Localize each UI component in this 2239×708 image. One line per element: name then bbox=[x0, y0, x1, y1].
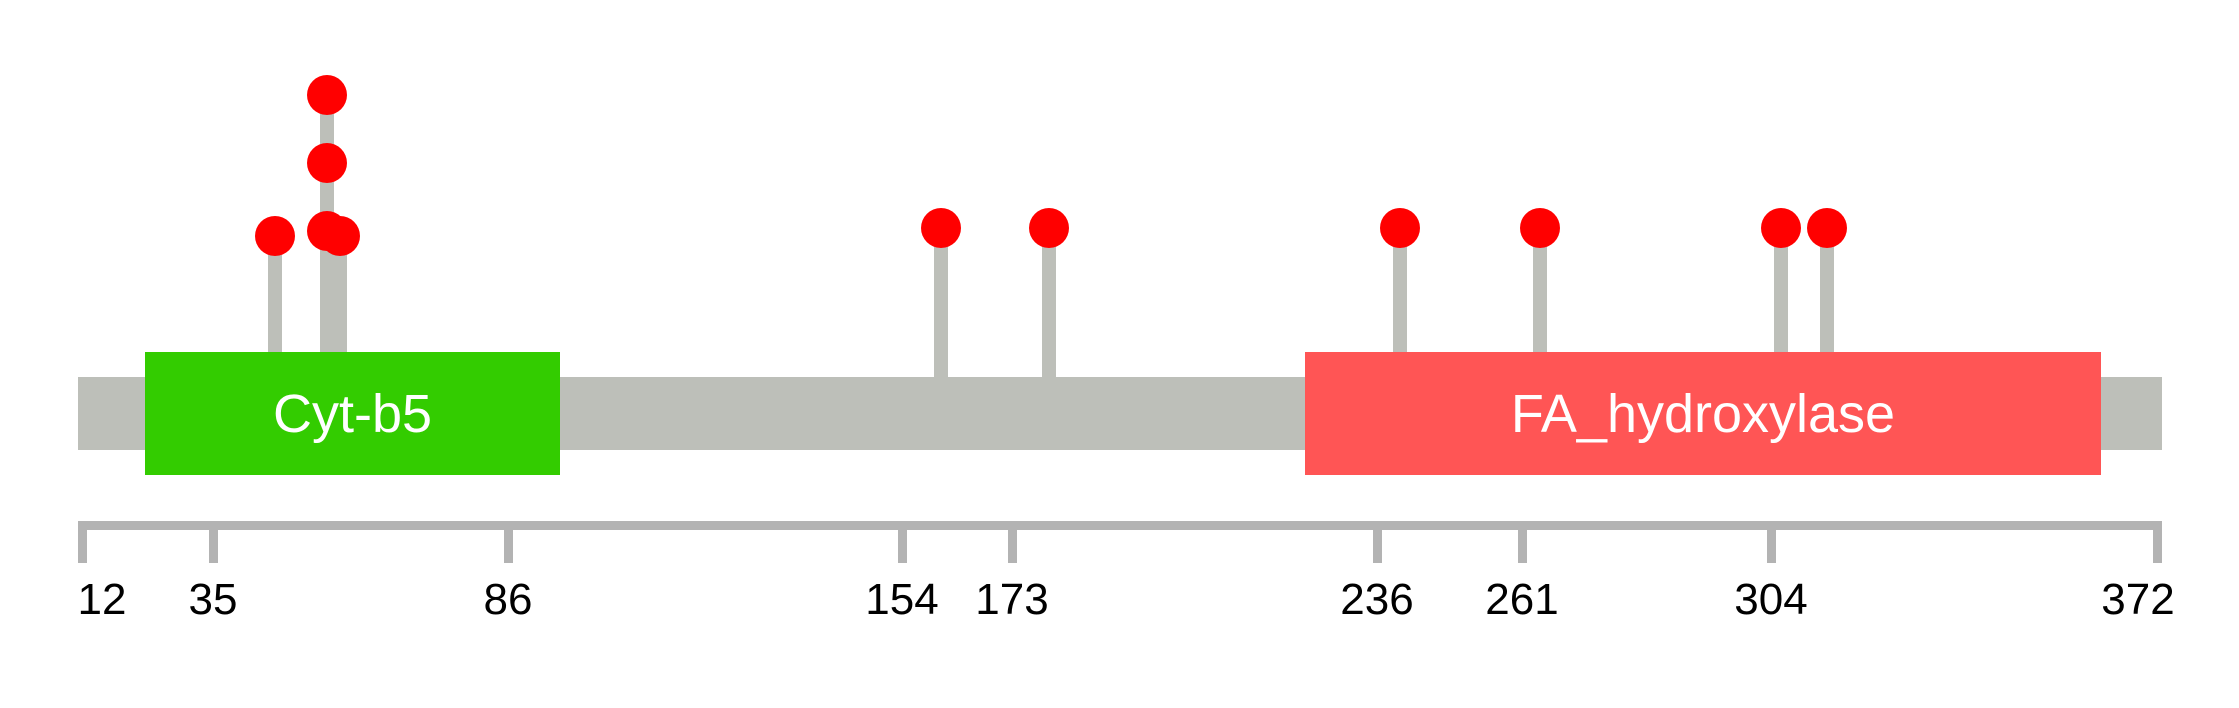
axis-tick-label: 86 bbox=[483, 575, 533, 624]
axis-tick bbox=[503, 530, 513, 563]
axis-tick-label: 372 bbox=[2101, 575, 2175, 624]
mutation-marker[interactable] bbox=[1029, 208, 1069, 248]
mutation-marker[interactable] bbox=[1520, 208, 1560, 248]
domain-block-cyt-b5[interactable]: Cyt-b5 bbox=[145, 352, 560, 475]
axis-tick bbox=[1766, 530, 1776, 563]
axis-tick bbox=[78, 530, 87, 563]
mutation-marker[interactable] bbox=[255, 216, 295, 256]
domain-label: FA_hydroxylase bbox=[1510, 383, 1896, 444]
mutation-marker[interactable] bbox=[1761, 208, 1801, 248]
mutation-marker[interactable] bbox=[320, 216, 360, 256]
axis-tick-label: 261 bbox=[1485, 575, 1559, 624]
mutation-marker[interactable] bbox=[307, 75, 347, 115]
axis-tick bbox=[1372, 530, 1382, 563]
axis-tick bbox=[1007, 530, 1017, 563]
mutation-marker[interactable] bbox=[921, 208, 961, 248]
lollipop-stem bbox=[1042, 228, 1056, 450]
mutation-marker[interactable] bbox=[1807, 208, 1847, 248]
domain-label: Cyt-b5 bbox=[272, 383, 433, 444]
axis-baseline bbox=[78, 521, 2162, 530]
axis-tick bbox=[897, 530, 907, 563]
mutation-marker[interactable] bbox=[307, 143, 347, 183]
mutation-marker[interactable] bbox=[1380, 208, 1420, 248]
lollipop-stem bbox=[934, 228, 948, 450]
axis-tick-label: 173 bbox=[975, 575, 1049, 624]
axis-tick-label: 35 bbox=[188, 575, 238, 624]
axis-tick-label: 154 bbox=[865, 575, 939, 624]
axis-tick bbox=[208, 530, 218, 563]
axis-tick-label: 304 bbox=[1734, 575, 1808, 624]
axis-tick bbox=[2153, 530, 2162, 563]
axis-tick bbox=[1517, 530, 1527, 563]
domain-block-fa-hydroxylase[interactable]: FA_hydroxylase bbox=[1305, 352, 2101, 475]
axis-tick-label: 12 bbox=[77, 575, 127, 624]
axis-tick-label: 236 bbox=[1340, 575, 1414, 624]
